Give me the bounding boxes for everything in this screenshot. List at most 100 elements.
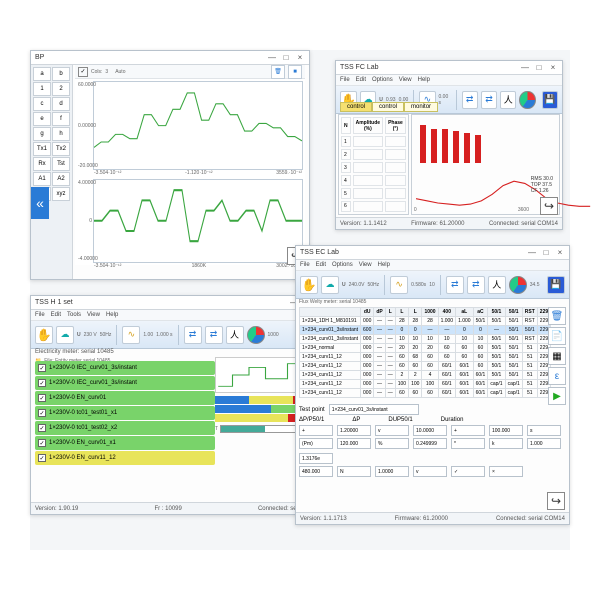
clock-gauge-icon[interactable] [519, 91, 535, 109]
list-item[interactable]: ✓1×230V-0 EN_curv11_12 [35, 451, 215, 465]
list-item[interactable]: ✓1×230V-0 tc01_test02_x2 [35, 421, 215, 435]
menu-item[interactable]: Edit [356, 77, 366, 83]
checkbox[interactable]: ✓ [38, 454, 46, 462]
document-icon[interactable]: 📄 [548, 327, 566, 345]
table-row[interactable]: 1×234_curv11_12000——10010010060/160/160/… [300, 380, 551, 389]
form-field[interactable]: × [489, 466, 523, 477]
menu-item[interactable]: Tools [67, 312, 81, 318]
side-button[interactable]: 1 [33, 82, 51, 96]
checkbox[interactable]: ✓ [38, 424, 46, 432]
play-button[interactable]: ▶ [548, 387, 566, 405]
titlebar[interactable]: TSS FC Lab — □ × [336, 61, 562, 75]
save-icon[interactable]: 💾 [542, 91, 558, 109]
list-item[interactable]: ✓1×230V-0 tc01_test01_x1 [35, 406, 215, 420]
form-field[interactable]: + [451, 425, 485, 436]
form-field[interactable]: 100.000 [489, 425, 523, 436]
table-row[interactable]: 1×234_curv01_3s/instant000——101010101010… [300, 335, 551, 344]
side-button[interactable]: Rx [33, 157, 51, 171]
tripod-icon[interactable]: 人 [500, 91, 516, 109]
grid-icon[interactable]: ▦ [548, 347, 566, 365]
table-row[interactable]: 1×234_curv01_3s/instant600——00——00—50/15… [300, 326, 551, 335]
list-item[interactable]: ✓1×230V-0 IEC_curv01_3s/instant [35, 376, 215, 390]
form-field[interactable]: 1.0000 [375, 466, 409, 477]
titlebar[interactable]: TSS EC Lab — □ × [296, 246, 569, 260]
side-button[interactable]: e [33, 112, 51, 126]
checkbox[interactable]: ✓ [38, 439, 46, 447]
menu-item[interactable]: Help [378, 262, 390, 268]
link-icon[interactable]: ⇄ [205, 326, 223, 344]
menu-item[interactable]: Edit [316, 262, 326, 268]
trash-icon[interactable]: 🗑 [271, 65, 285, 79]
table-row[interactable]: 1×234_curv11_12000——60686060606050/150/1… [300, 353, 551, 362]
side-button[interactable]: A2 [52, 172, 70, 186]
list-item[interactable]: ✓1×230V-0 IEC_curv01_3s/instant [35, 361, 215, 375]
cloud-icon[interactable]: ☁ [321, 276, 339, 294]
side-button[interactable]: xyz [52, 187, 70, 201]
tab-control-2[interactable]: control [372, 102, 404, 112]
titlebar[interactable]: TSS H 1 set — □ × [31, 296, 331, 310]
hand-stop-icon[interactable]: ✋ [300, 276, 318, 294]
form-field[interactable]: v [375, 425, 409, 436]
form-field[interactable]: ✓ [451, 466, 485, 477]
menu-item[interactable]: View [399, 77, 412, 83]
form-field[interactable]: v [413, 466, 447, 477]
exit-icon[interactable] [547, 492, 565, 510]
checkbox[interactable]: ✓ [78, 67, 88, 77]
menu-item[interactable]: View [87, 312, 100, 318]
clock-gauge-icon[interactable] [509, 276, 527, 294]
form-field[interactable]: 10.0000 [413, 425, 447, 436]
tripod-icon[interactable]: 人 [226, 326, 244, 344]
form-field[interactable]: 1.3176e [299, 453, 333, 464]
form-field[interactable]: + [299, 425, 333, 436]
side-button[interactable]: Tx2 [52, 142, 70, 156]
list-item[interactable]: ✓1×230V-0 EN_curv01_x1 [35, 436, 215, 450]
form-field[interactable]: s [527, 425, 561, 436]
tab-control[interactable]: control [340, 102, 372, 112]
epsilon-icon[interactable]: ε [548, 367, 566, 385]
menu-item[interactable]: Edit [51, 312, 61, 318]
minimize-button[interactable]: — [265, 52, 279, 64]
menu-item[interactable]: Options [372, 77, 393, 83]
side-button[interactable]: b [52, 67, 70, 81]
side-button[interactable]: a [33, 67, 51, 81]
form-field[interactable]: 120.000 [337, 438, 371, 449]
close-button[interactable]: × [293, 52, 307, 64]
link-icon[interactable]: ⇄ [446, 276, 464, 294]
table-row[interactable]: 1×234_curv11_12000——22460/160/160/150/15… [300, 371, 551, 380]
form-field[interactable]: 0.249999 [413, 438, 447, 449]
link-icon[interactable]: ⇄ [467, 276, 485, 294]
minimize-button[interactable]: — [518, 62, 532, 74]
link-icon[interactable]: ⇄ [184, 326, 202, 344]
menu-item[interactable]: View [359, 262, 372, 268]
collapse-chevron-icon[interactable]: « [31, 187, 49, 219]
menu-item[interactable]: Help [106, 312, 118, 318]
menu-item[interactable]: Help [418, 77, 430, 83]
save-icon[interactable]: 💾 [547, 276, 565, 294]
minimize-button[interactable]: — [525, 247, 539, 259]
side-button[interactable]: h [52, 127, 70, 141]
list-item[interactable]: ✓1×230V-0 EN_curv01 [35, 391, 215, 405]
side-button[interactable]: f [52, 112, 70, 126]
link-icon[interactable]: ⇄ [481, 91, 497, 109]
form-field[interactable]: k [489, 438, 523, 449]
form-field[interactable]: % [375, 438, 409, 449]
maximize-button[interactable]: □ [532, 62, 546, 74]
wave-icon[interactable]: ∿ [390, 276, 408, 294]
side-button[interactable]: d [52, 97, 70, 111]
side-button[interactable]: Tx1 [33, 142, 51, 156]
side-button[interactable]: c [33, 97, 51, 111]
exit-icon[interactable] [540, 197, 558, 215]
checkbox[interactable]: ✓ [38, 394, 46, 402]
point-field[interactable]: 1×234_curv01_3s/instant [329, 404, 419, 415]
table-row[interactable]: 1×234_1DH 1_M810191000——2828281.0001.000… [300, 317, 551, 326]
cloud-icon[interactable]: ☁ [56, 326, 74, 344]
form-field[interactable]: * [451, 438, 485, 449]
form-field[interactable]: (Pm) [299, 438, 333, 449]
menu-item[interactable]: File [340, 77, 350, 83]
menu-item[interactable]: File [35, 312, 45, 318]
table-row[interactable]: 1×234_curv11_12000——60606060/160/160/1ca… [300, 389, 551, 398]
side-button[interactable]: 2 [52, 82, 70, 96]
titlebar[interactable]: BP — □ × [31, 51, 309, 65]
menu-item[interactable]: File [300, 262, 310, 268]
maximize-button[interactable]: □ [539, 247, 553, 259]
